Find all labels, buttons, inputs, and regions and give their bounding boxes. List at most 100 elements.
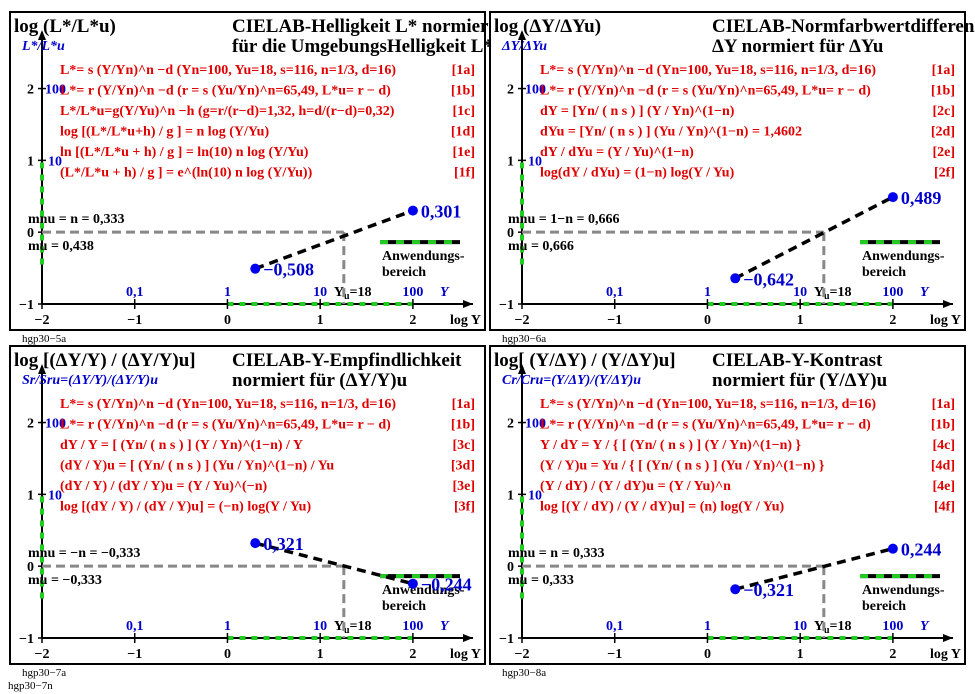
y-axis-arrow <box>518 364 526 374</box>
equation: dY / dYu = (Y / Yu)^(1−n) <box>540 145 694 160</box>
x-tick-label: 0 <box>224 313 231 328</box>
chart-title: ΔY normiert für ΔYu <box>712 36 884 57</box>
x-tick-label: −2 <box>515 313 530 328</box>
x-tick-label: 1 <box>797 313 804 328</box>
x-tick-label: −1 <box>127 647 142 662</box>
x-lin-axis-label: Y <box>920 619 930 634</box>
equation: log [(Y / dY) / (Y / dY)u] = (n) log(Y /… <box>540 500 785 515</box>
equation: L*= s (Y/Yn)^n −d (Yn=100, Yu=18, s=116,… <box>540 63 876 78</box>
equation-tag: [1a] <box>452 397 475 412</box>
y-axis-label: log (L*/L*u) <box>14 16 116 37</box>
x-tick-label: −2 <box>35 647 50 662</box>
legend-label: bereich <box>862 265 906 280</box>
x-tick-label: −1 <box>607 313 622 328</box>
x-tick-label: 0 <box>704 647 711 662</box>
x-lin-tick-label: 10 <box>793 285 807 300</box>
equation: (dY / Y) / (dY / Y)u = (Y / Yu)^(−n) <box>60 479 267 494</box>
equation-tag: [3f] <box>454 500 475 515</box>
chart-title: CIELAB-Y-Empfindlichkeit <box>232 350 462 371</box>
y-lin-tick-label: 10 <box>528 154 542 169</box>
y-tick-label: −1 <box>499 298 514 313</box>
equation-tag: [3d] <box>451 459 475 474</box>
equation-tag: [1a] <box>932 397 955 412</box>
y-axis-label: log (ΔY/ΔYu) <box>494 16 601 37</box>
equation-tag: [2f] <box>934 166 955 181</box>
m-nu-label: mnu = 1−n = 0,666 <box>508 212 619 227</box>
equation: dY / Y = [ (Yn/ ( n s ) ] (Y / Yn)^(1−n)… <box>60 438 303 453</box>
equation-tag: [1b] <box>931 84 955 99</box>
y-tick-label: 1 <box>507 488 514 503</box>
x-tick-label: −2 <box>35 313 50 328</box>
y-tick-label: −1 <box>19 632 34 647</box>
plate-label: hgp30−8a <box>502 667 546 679</box>
x-lin-tick-label: 0,1 <box>126 285 144 300</box>
m-u-label: mu = 0,333 <box>508 573 574 588</box>
x-axis-label: log Y <box>450 313 481 328</box>
equation-tag: [1b] <box>931 418 955 433</box>
x-tick-label: −1 <box>607 647 622 662</box>
x-lin-tick-label: 0,1 <box>126 619 144 634</box>
data-point <box>887 192 898 203</box>
equation-tag: [3e] <box>452 479 475 494</box>
equation-tag: [4c] <box>932 438 955 453</box>
x-axis-label: log Y <box>930 313 961 328</box>
plate-label: hgp30−7a <box>22 667 66 679</box>
x-lin-tick-label: 10 <box>313 619 327 634</box>
chart-title: normiert für (ΔY/Y)u <box>232 370 408 391</box>
data-label: 0,244 <box>901 540 942 560</box>
equation-tag: [2e] <box>932 145 955 160</box>
chart-title: für die UmgebungsHelligkeit L*u <box>232 36 504 57</box>
x-tick-label: 2 <box>889 313 896 328</box>
y-tick-label: 0 <box>27 560 34 575</box>
y-axis-label: log[ (Y/ΔY) / (Y/ΔY)u] <box>494 350 676 371</box>
y-lin-tick-label: 100 <box>45 83 66 98</box>
y-axis-arrow <box>38 364 46 374</box>
x-lin-tick-label: Yu=18 <box>334 619 372 636</box>
x-axis-arrow <box>943 300 953 308</box>
y-lin-axis-label: Cr/Cru=(Y/ΔY)/(Y/ΔY)u <box>502 373 641 388</box>
chart-title: CIELAB-Normfarbwertdifferenz <box>712 16 975 37</box>
data-point <box>407 205 418 216</box>
equation: ln [(L*/L*u + h) / g ] = ln(10) n log (Y… <box>60 145 309 160</box>
y-tick-label: −1 <box>499 632 514 647</box>
x-lin-tick-label: 1 <box>704 619 711 634</box>
x-lin-axis-label: Y <box>440 619 450 634</box>
x-lin-tick-label: 100 <box>402 619 423 634</box>
data-label: 0,301 <box>421 202 462 222</box>
data-point <box>730 584 741 595</box>
x-tick-label: −1 <box>127 313 142 328</box>
x-lin-tick-label: 0,1 <box>606 619 624 634</box>
m-u-label: mu = 0,666 <box>508 239 574 254</box>
legend-label: bereich <box>382 599 426 614</box>
x-lin-tick-label: 10 <box>313 285 327 300</box>
y-tick-label: 2 <box>27 83 34 98</box>
x-tick-label: 1 <box>317 647 324 662</box>
equation: (Y / Y)u = Yu / { [ (Yn/ ( n s ) ] (Yu /… <box>540 459 825 474</box>
x-tick-label: 0 <box>704 313 711 328</box>
x-lin-tick-label: 1 <box>224 619 231 634</box>
equation-tag: [4d] <box>931 459 955 474</box>
data-point <box>250 538 261 549</box>
x-lin-axis-label: Y <box>920 285 930 300</box>
plate-label: hgp30−5a <box>22 333 66 345</box>
panel-frame <box>489 345 966 665</box>
equation: L*= r (Y/Yn)^n −d (r = s (Yu/Yn)^n=65,49… <box>540 84 871 99</box>
x-tick-label: 2 <box>409 647 416 662</box>
equation: L*= s (Y/Yn)^n −d (Yn=100, Yu=18, s=116,… <box>60 397 396 412</box>
x-axis-label: log Y <box>450 647 481 662</box>
equation-tag: [1b] <box>451 418 475 433</box>
y-tick-label: 2 <box>507 417 514 432</box>
data-label: −0,321 <box>743 580 794 600</box>
y-tick-label: 1 <box>507 154 514 169</box>
equation-tag: [1f] <box>454 166 475 181</box>
equation: (L*/L*u + h) / g ] = e^(ln(10) n log (Y/… <box>60 166 313 181</box>
legend-label: bereich <box>862 599 906 614</box>
x-lin-tick-label: Yu=18 <box>334 285 372 302</box>
series-line <box>254 208 414 271</box>
equation-tag: [1a] <box>452 63 475 78</box>
legend-label: Anwendungs- <box>862 583 945 598</box>
data-label: 0,489 <box>901 188 942 208</box>
x-lin-tick-label: 1 <box>704 285 711 300</box>
equation: log [(L*/L*u+h) / g ] = n log (Y/Yu) <box>60 125 269 140</box>
y-tick-label: 1 <box>27 488 34 503</box>
